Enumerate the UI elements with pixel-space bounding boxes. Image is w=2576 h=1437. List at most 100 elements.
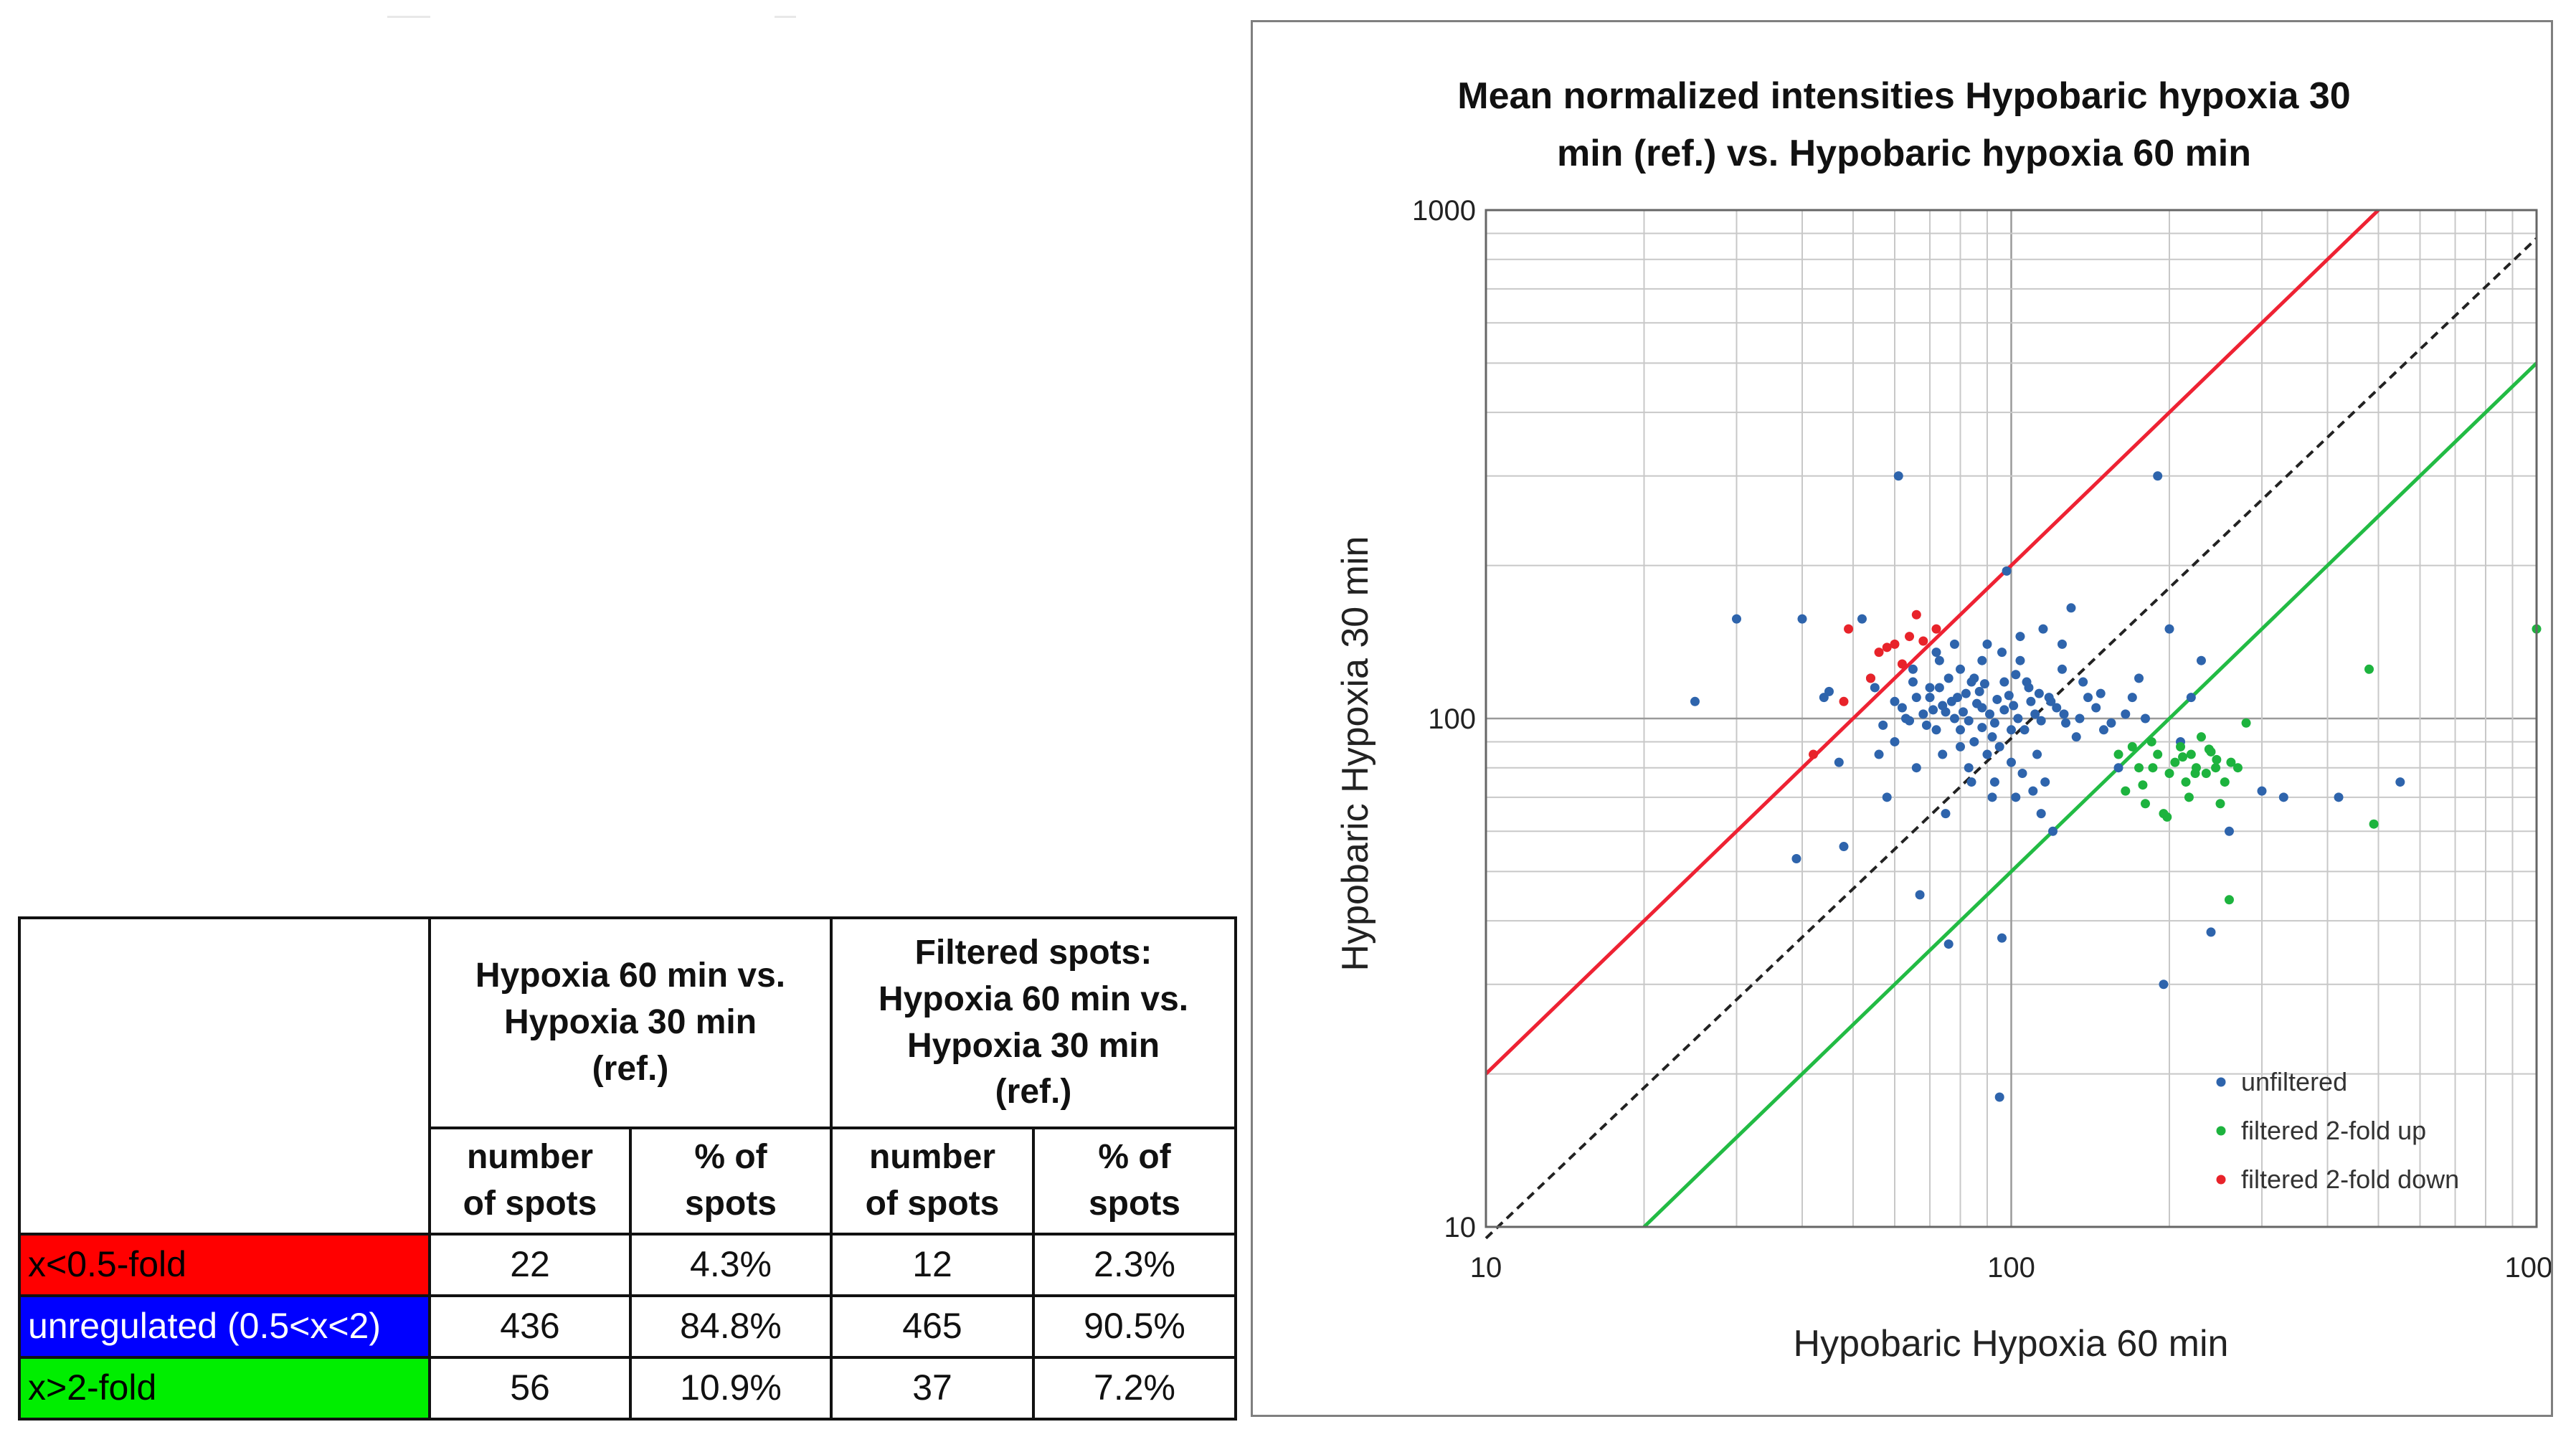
- point-unfiltered: [2004, 691, 2014, 701]
- point-unfiltered: [2048, 826, 2058, 836]
- point-unfiltered: [1994, 741, 2004, 751]
- point-unfiltered: [1999, 705, 2009, 715]
- point-unfiltered: [1934, 683, 1944, 693]
- point-filtered-up: [2148, 763, 2158, 773]
- point-unfiltered: [1791, 853, 1801, 863]
- point-filtered-up: [2121, 786, 2131, 796]
- point-unfiltered: [1987, 732, 1997, 742]
- point-filtered-up: [2153, 749, 2163, 759]
- decoration-line-right: [775, 16, 796, 18]
- point-filtered-down: [1844, 624, 1854, 634]
- point-unfiltered: [2075, 713, 2085, 724]
- point-unfiltered: [2017, 769, 2027, 779]
- point-filtered-up: [2181, 777, 2191, 787]
- subheader-line: % of: [1098, 1138, 1171, 1177]
- point-filtered-down: [1839, 696, 1849, 706]
- cell-value: 84.8%: [629, 1294, 833, 1359]
- point-filtered-down: [1865, 673, 1875, 683]
- plot-border: [1484, 209, 2538, 1228]
- point-unfiltered: [1964, 716, 1974, 726]
- header-line: Filtered spots:: [914, 933, 1152, 972]
- table-row-down: x<0.5-fold 22 4.3% 12 2.3%: [18, 1233, 1237, 1297]
- y-tick-label: 1000: [1412, 195, 1476, 227]
- group-header-filtered-spots: Filtered spots: Hypoxia 60 min vs. Hypox…: [830, 916, 1237, 1129]
- point-unfiltered: [2059, 709, 2069, 719]
- point-unfiltered: [1949, 639, 1959, 649]
- x-axis-title: Hypobaric Hypoxia 60 min: [1794, 1323, 2229, 1365]
- point-filtered-up: [2232, 763, 2243, 773]
- tick-labels: 10 100 1000 10 100 1000: [1412, 195, 2551, 1284]
- point-unfiltered: [2019, 725, 2030, 735]
- chart-legend: unfiltered filtered 2-fold up filtered 2-f…: [2216, 1067, 2459, 1194]
- header-line: (ref.): [592, 1049, 669, 1088]
- point-unfiltered: [1977, 723, 1987, 733]
- subheader-number-of-spots: number of spots: [428, 1127, 632, 1236]
- point-unfiltered: [1911, 693, 1921, 703]
- point-unfiltered: [1882, 792, 1892, 802]
- point-filtered-up: [2226, 757, 2236, 767]
- point-filtered-down: [1874, 648, 1884, 658]
- point-unfiltered: [2278, 792, 2288, 802]
- data-points: [1690, 471, 2542, 1102]
- cell-value: 37: [830, 1356, 1035, 1421]
- point-unfiltered: [1911, 763, 1921, 773]
- point-unfiltered: [2206, 927, 2216, 937]
- point-filtered-up: [2178, 752, 2188, 762]
- header-line: (ref.): [995, 1073, 1072, 1111]
- cell-value: 56: [428, 1356, 632, 1421]
- point-unfiltered: [1915, 890, 1925, 900]
- point-filtered-down: [1897, 659, 1907, 669]
- point-unfiltered: [2007, 725, 2016, 735]
- point-filtered-up: [2176, 741, 2186, 751]
- point-filtered-up: [2211, 763, 2221, 773]
- point-unfiltered: [2034, 688, 2044, 698]
- point-filtered-up: [2241, 718, 2251, 728]
- point-unfiltered: [2083, 693, 2093, 703]
- point-unfiltered: [2040, 777, 2050, 787]
- point-filtered-up: [2146, 736, 2156, 746]
- subheader-line: of spots: [865, 1185, 1000, 1223]
- subheader-line: spots: [1088, 1185, 1180, 1223]
- point-unfiltered: [1974, 686, 1984, 696]
- point-unfiltered: [1839, 842, 1849, 852]
- cell-value: 4.3%: [629, 1233, 833, 1297]
- point-filtered-up: [2220, 777, 2230, 787]
- point-unfiltered: [1964, 763, 1974, 773]
- point-unfiltered: [2007, 757, 2016, 767]
- reference-lines: [1484, 209, 2538, 1240]
- chart-panel: Mean normalized intensities Hypobaric hy…: [1251, 20, 2553, 1417]
- point-filtered-up: [2186, 749, 2196, 759]
- point-unfiltered: [2038, 624, 2048, 634]
- summary-table: Hypoxia 60 min vs. Hypoxia 30 min (ref.)…: [18, 916, 1237, 1421]
- point-unfiltered: [1956, 741, 1966, 751]
- row-label-unregulated: unregulated (0.5<x<2): [18, 1294, 431, 1359]
- point-filtered-up: [2364, 664, 2374, 674]
- point-unfiltered: [2127, 693, 2137, 703]
- point-unfiltered: [1958, 707, 1968, 717]
- subheader-filtered-number-of-spots: number of spots: [830, 1127, 1035, 1236]
- point-unfiltered: [2057, 664, 2067, 674]
- point-filtered-up: [2190, 769, 2200, 779]
- point-unfiltered: [1979, 679, 1989, 689]
- point-unfiltered: [1956, 725, 1966, 735]
- point-unfiltered: [1941, 707, 1951, 717]
- point-unfiltered: [2046, 696, 2056, 706]
- point-unfiltered: [1905, 716, 1915, 726]
- cell-value: 90.5%: [1032, 1294, 1237, 1359]
- point-unfiltered: [2032, 749, 2042, 759]
- point-unfiltered: [1893, 471, 1903, 481]
- point-filtered-down: [1918, 636, 1928, 646]
- point-unfiltered: [2036, 716, 2046, 726]
- subheader-line: % of: [694, 1138, 767, 1177]
- point-unfiltered: [1931, 648, 1941, 658]
- point-unfiltered: [1928, 705, 1938, 715]
- point-filtered-up: [2162, 812, 2172, 822]
- cell-value: 12: [830, 1233, 1035, 1297]
- point-unfiltered: [2011, 670, 2021, 680]
- legend-marker: [2216, 1175, 2226, 1185]
- x-tick-label: 10: [1470, 1252, 1502, 1284]
- legend-label: filtered 2-fold up: [2241, 1116, 2426, 1145]
- cell-value: 2.3%: [1032, 1233, 1237, 1297]
- point-unfiltered: [2028, 786, 2038, 796]
- point-unfiltered: [2022, 677, 2032, 687]
